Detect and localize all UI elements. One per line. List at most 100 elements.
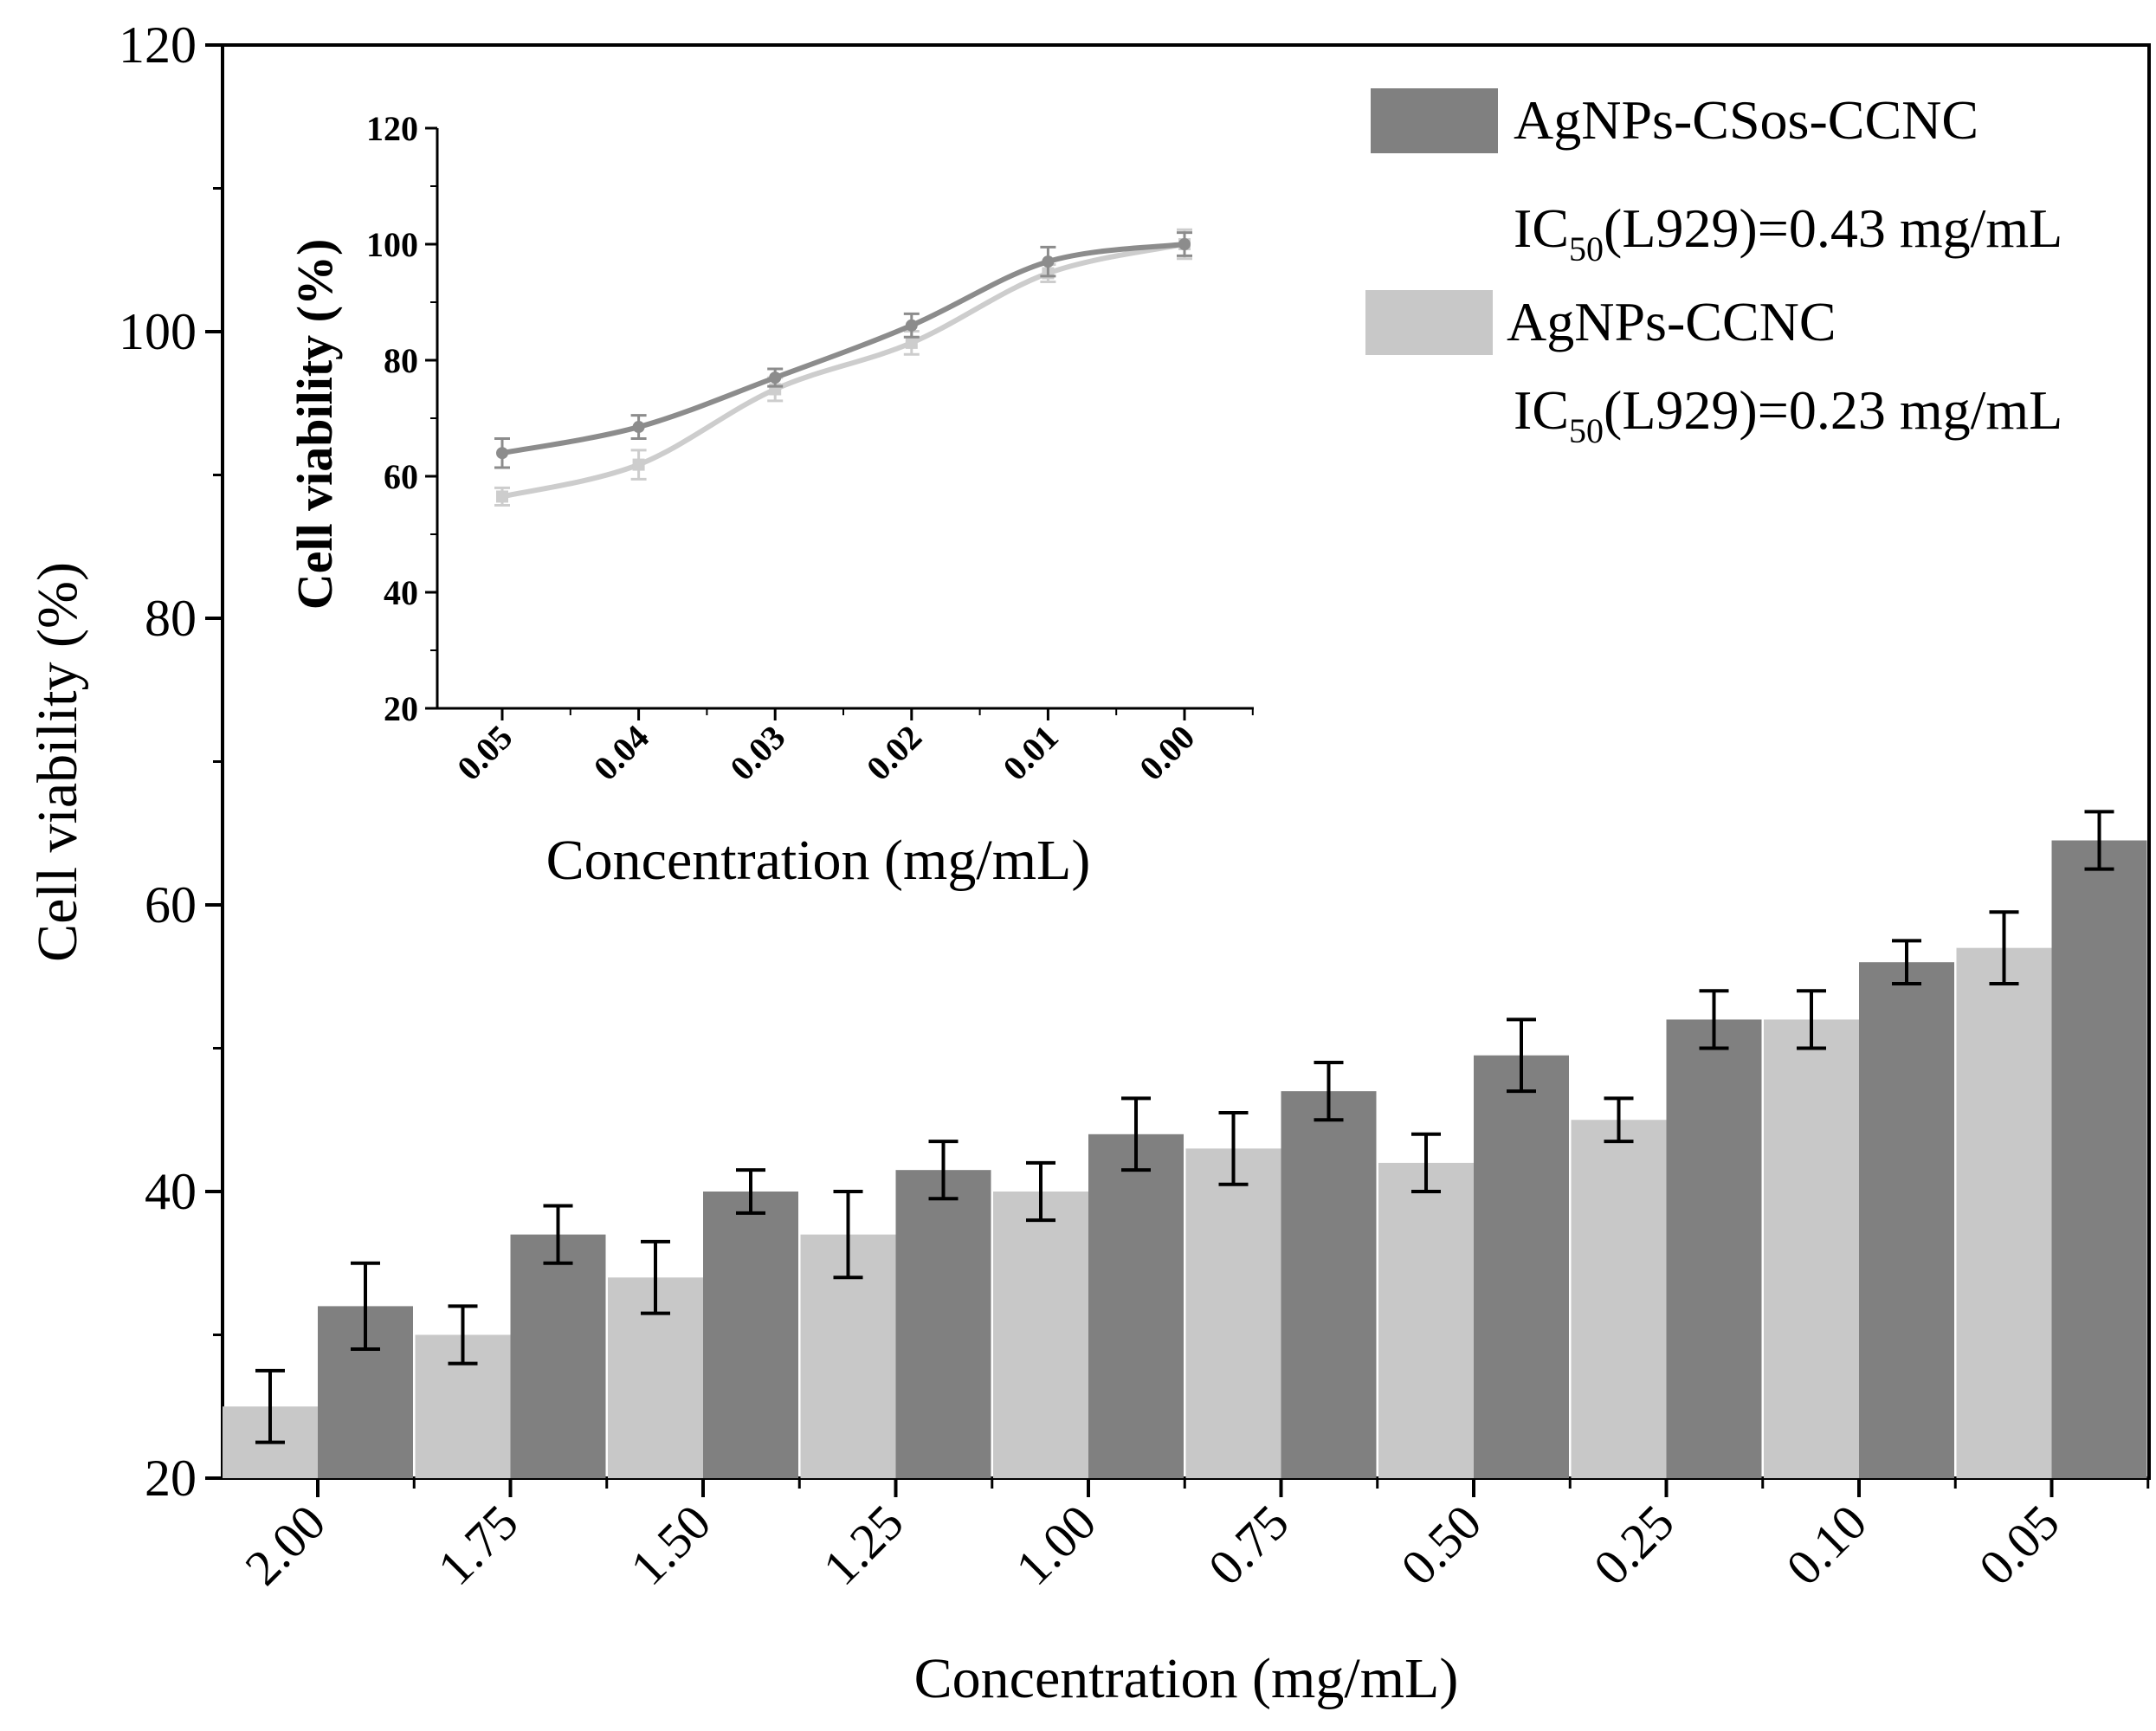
legend-label-agnps-csos-ccnc: AgNPs-CSos-CCNC [1514,89,1978,151]
bar-agnps-ccnc-0.25 [1571,1120,1667,1478]
bar-agnps-csos-ccnc-1.50 [703,1192,798,1478]
ic50-prefix: IC [1514,379,1569,441]
inset-x-axis: 0.05 0.04 0.03 0.02 0.01 0.00 [449,708,1254,788]
y-tick-label: 20 [145,1450,197,1507]
bar-agnps-csos-ccnc-0.05 [2051,840,2147,1478]
x-tick-label: 0.05 [1968,1494,2070,1596]
inset-y-tick-label: 60 [384,457,418,496]
bar-agnps-csos-ccnc-0.50 [1474,1055,1569,1478]
legend-ic50-agnps-csos-ccnc: IC50(L929)=0.43 mg/mL [1514,197,2062,268]
x-tick-label: 1.75 [427,1494,529,1596]
main-x-axis: 2.00 1.75 1.50 1.25 1.00 0.75 0.50 0.25 0.10 0.05 [234,1478,2150,1596]
x-tick-label: 1.00 [1004,1494,1107,1596]
inset-x-tick-label: 0.01 [995,718,1065,788]
error-bar-agnps-ccnc-0.10 [1797,989,1826,1050]
error-bar-agnps-csos-ccnc-1.50 [736,1168,765,1215]
legend-ic50-agnps-ccnc: IC50(L929)=0.23 mg/mL [1514,379,2062,450]
main-y-axis-label: Cell viability (%) [26,562,89,962]
error-bar-agnps-ccnc-0.75 [1218,1110,1249,1186]
error-bar-agnps-csos-ccnc-1.00 [1121,1096,1151,1172]
inset-point-agnps-csos-ccnc-0.02 [905,319,918,332]
error-bar-agnps-ccnc-1.75 [448,1304,478,1366]
bar-agnps-ccnc-0.50 [1378,1162,1474,1478]
error-bar-agnps-csos-ccnc-0.05 [2084,810,2114,871]
inset-point-agnps-csos-ccnc-0.01 [1042,255,1055,268]
error-bar-agnps-csos-ccnc-0.50 [1507,1017,1536,1094]
error-bar-agnps-csos-ccnc-1.75 [543,1204,573,1265]
bar-agnps-csos-ccnc-0.25 [1666,1019,1762,1478]
error-bar-agnps-csos-ccnc-0.10 [1892,939,1921,986]
bar-agnps-csos-ccnc-1.00 [1088,1134,1184,1478]
inset-y-tick-label: 40 [384,573,418,612]
bar-agnps-ccnc-0.10 [1764,1019,1859,1478]
main-y-axis: 20 40 60 80 100 120 [119,16,223,1507]
x-tick-label: 1.25 [812,1494,914,1596]
error-bar-agnps-csos-ccnc-1.25 [928,1140,959,1201]
inset-y-axis-label: Cell viability (%) [287,239,343,610]
inset-point-agnps-ccnc-0.02 [905,336,918,349]
inset-series [494,228,1192,507]
inset-point-agnps-csos-ccnc-0.00 [1178,238,1191,250]
error-bar-agnps-ccnc-0.50 [1411,1132,1441,1193]
error-bar-agnps-ccnc-2.00 [255,1368,285,1444]
ic50-subscript: 50 [1569,229,1604,268]
inset-x-tick-label: 0.05 [449,718,520,788]
bar-agnps-ccnc-0.75 [1185,1148,1281,1478]
error-bar-agnps-csos-ccnc-0.75 [1314,1061,1344,1122]
bar-agnps-csos-ccnc-0.10 [1859,962,1954,1478]
main-bars [223,840,2147,1478]
inset-y-tick-label: 20 [384,689,418,728]
inset-x-axis-label: Concentration (mg/mL) [546,829,1091,892]
y-tick-label: 40 [145,1163,197,1220]
x-tick-label: 0.50 [1390,1494,1492,1596]
inset-y-tick-label: 120 [366,109,418,148]
bar-agnps-csos-ccnc-1.25 [895,1170,991,1478]
bar-agnps-csos-ccnc-1.75 [510,1234,606,1478]
bar-agnps-ccnc-0.05 [1956,947,2052,1478]
inset-point-agnps-csos-ccnc-0.04 [632,421,645,434]
inset-point-agnps-ccnc-0.05 [496,490,508,503]
ic50-prefix: IC [1514,197,1569,259]
legend-label-agnps-ccnc: AgNPs-CCNC [1507,291,1836,352]
legend-swatch-agnps-csos-ccnc [1371,88,1498,153]
error-bar-agnps-ccnc-1.00 [1026,1160,1055,1223]
bar-agnps-ccnc-1.00 [993,1192,1088,1478]
inset-line-agnps-ccnc [501,242,1185,500]
bar-agnps-csos-ccnc-0.75 [1281,1091,1377,1478]
inset-point-agnps-ccnc-0.04 [632,458,645,471]
x-tick-label: 0.25 [1583,1494,1685,1596]
inset-series-agnps-csos-ccnc [494,231,1192,469]
error-bar-agnps-ccnc-1.50 [641,1239,670,1315]
x-tick-label: 0.75 [1197,1494,1300,1596]
ic50-value: (L929)=0.23 mg/mL [1604,379,2062,441]
inset-y-tick-label: 100 [366,225,418,264]
error-bar-agnps-csos-ccnc-2.00 [351,1261,380,1352]
error-bar-agnps-ccnc-0.25 [1604,1096,1634,1144]
inset-x-tick-label: 0.00 [1132,718,1202,788]
inset-y-axis: 20 40 60 80 100 120 [366,109,437,728]
ic50-value: (L929)=0.43 mg/mL [1604,197,2062,259]
inset-series-agnps-ccnc [494,228,1192,507]
main-x-axis-label: Concentration (mg/mL) [914,1647,1459,1710]
main-bar-chart: 20 40 60 80 100 120 2.00 1.75 1.50 1.25 1.00 0.75 0… [26,16,2151,1710]
error-bar-agnps-csos-ccnc-0.25 [1699,989,1729,1050]
inset-line-agnps-csos-ccnc [501,242,1185,456]
x-tick-label: 1.50 [619,1494,721,1596]
inset-point-agnps-csos-ccnc-0.03 [769,371,782,384]
main-error-bars [255,810,2114,1444]
y-tick-label: 100 [119,303,197,360]
inset-y-tick-label: 80 [384,341,418,380]
inset-x-tick-label: 0.03 [722,718,792,788]
x-tick-label: 0.10 [1775,1494,1877,1596]
legend-swatch-agnps-ccnc [1365,290,1493,355]
x-tick-label: 2.00 [234,1494,336,1596]
y-tick-label: 120 [119,16,197,74]
error-bar-agnps-ccnc-1.25 [833,1190,863,1280]
y-tick-label: 80 [145,590,197,647]
inset-point-agnps-csos-ccnc-0.05 [496,447,508,460]
y-tick-label: 60 [145,876,197,933]
inset-x-tick-label: 0.02 [859,718,929,788]
ic50-subscript: 50 [1569,411,1604,450]
